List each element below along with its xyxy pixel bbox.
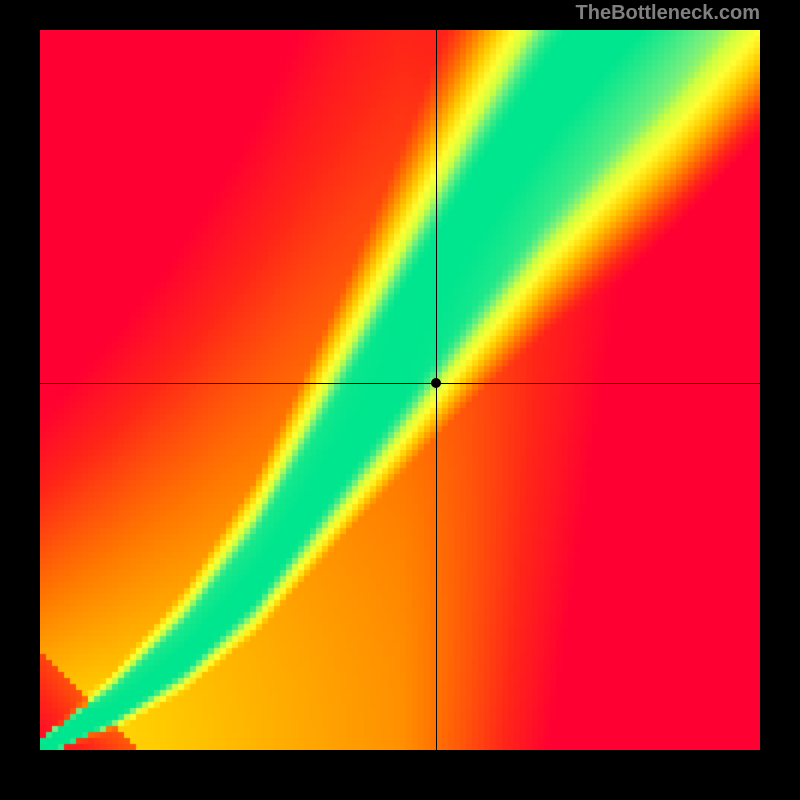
watermark-text: TheBottleneck.com <box>576 2 760 25</box>
heatmap-canvas <box>40 30 760 750</box>
bottleneck-heatmap <box>40 30 760 750</box>
operating-point-marker <box>431 378 441 388</box>
crosshair-horizontal <box>40 383 760 384</box>
crosshair-vertical <box>436 30 437 750</box>
